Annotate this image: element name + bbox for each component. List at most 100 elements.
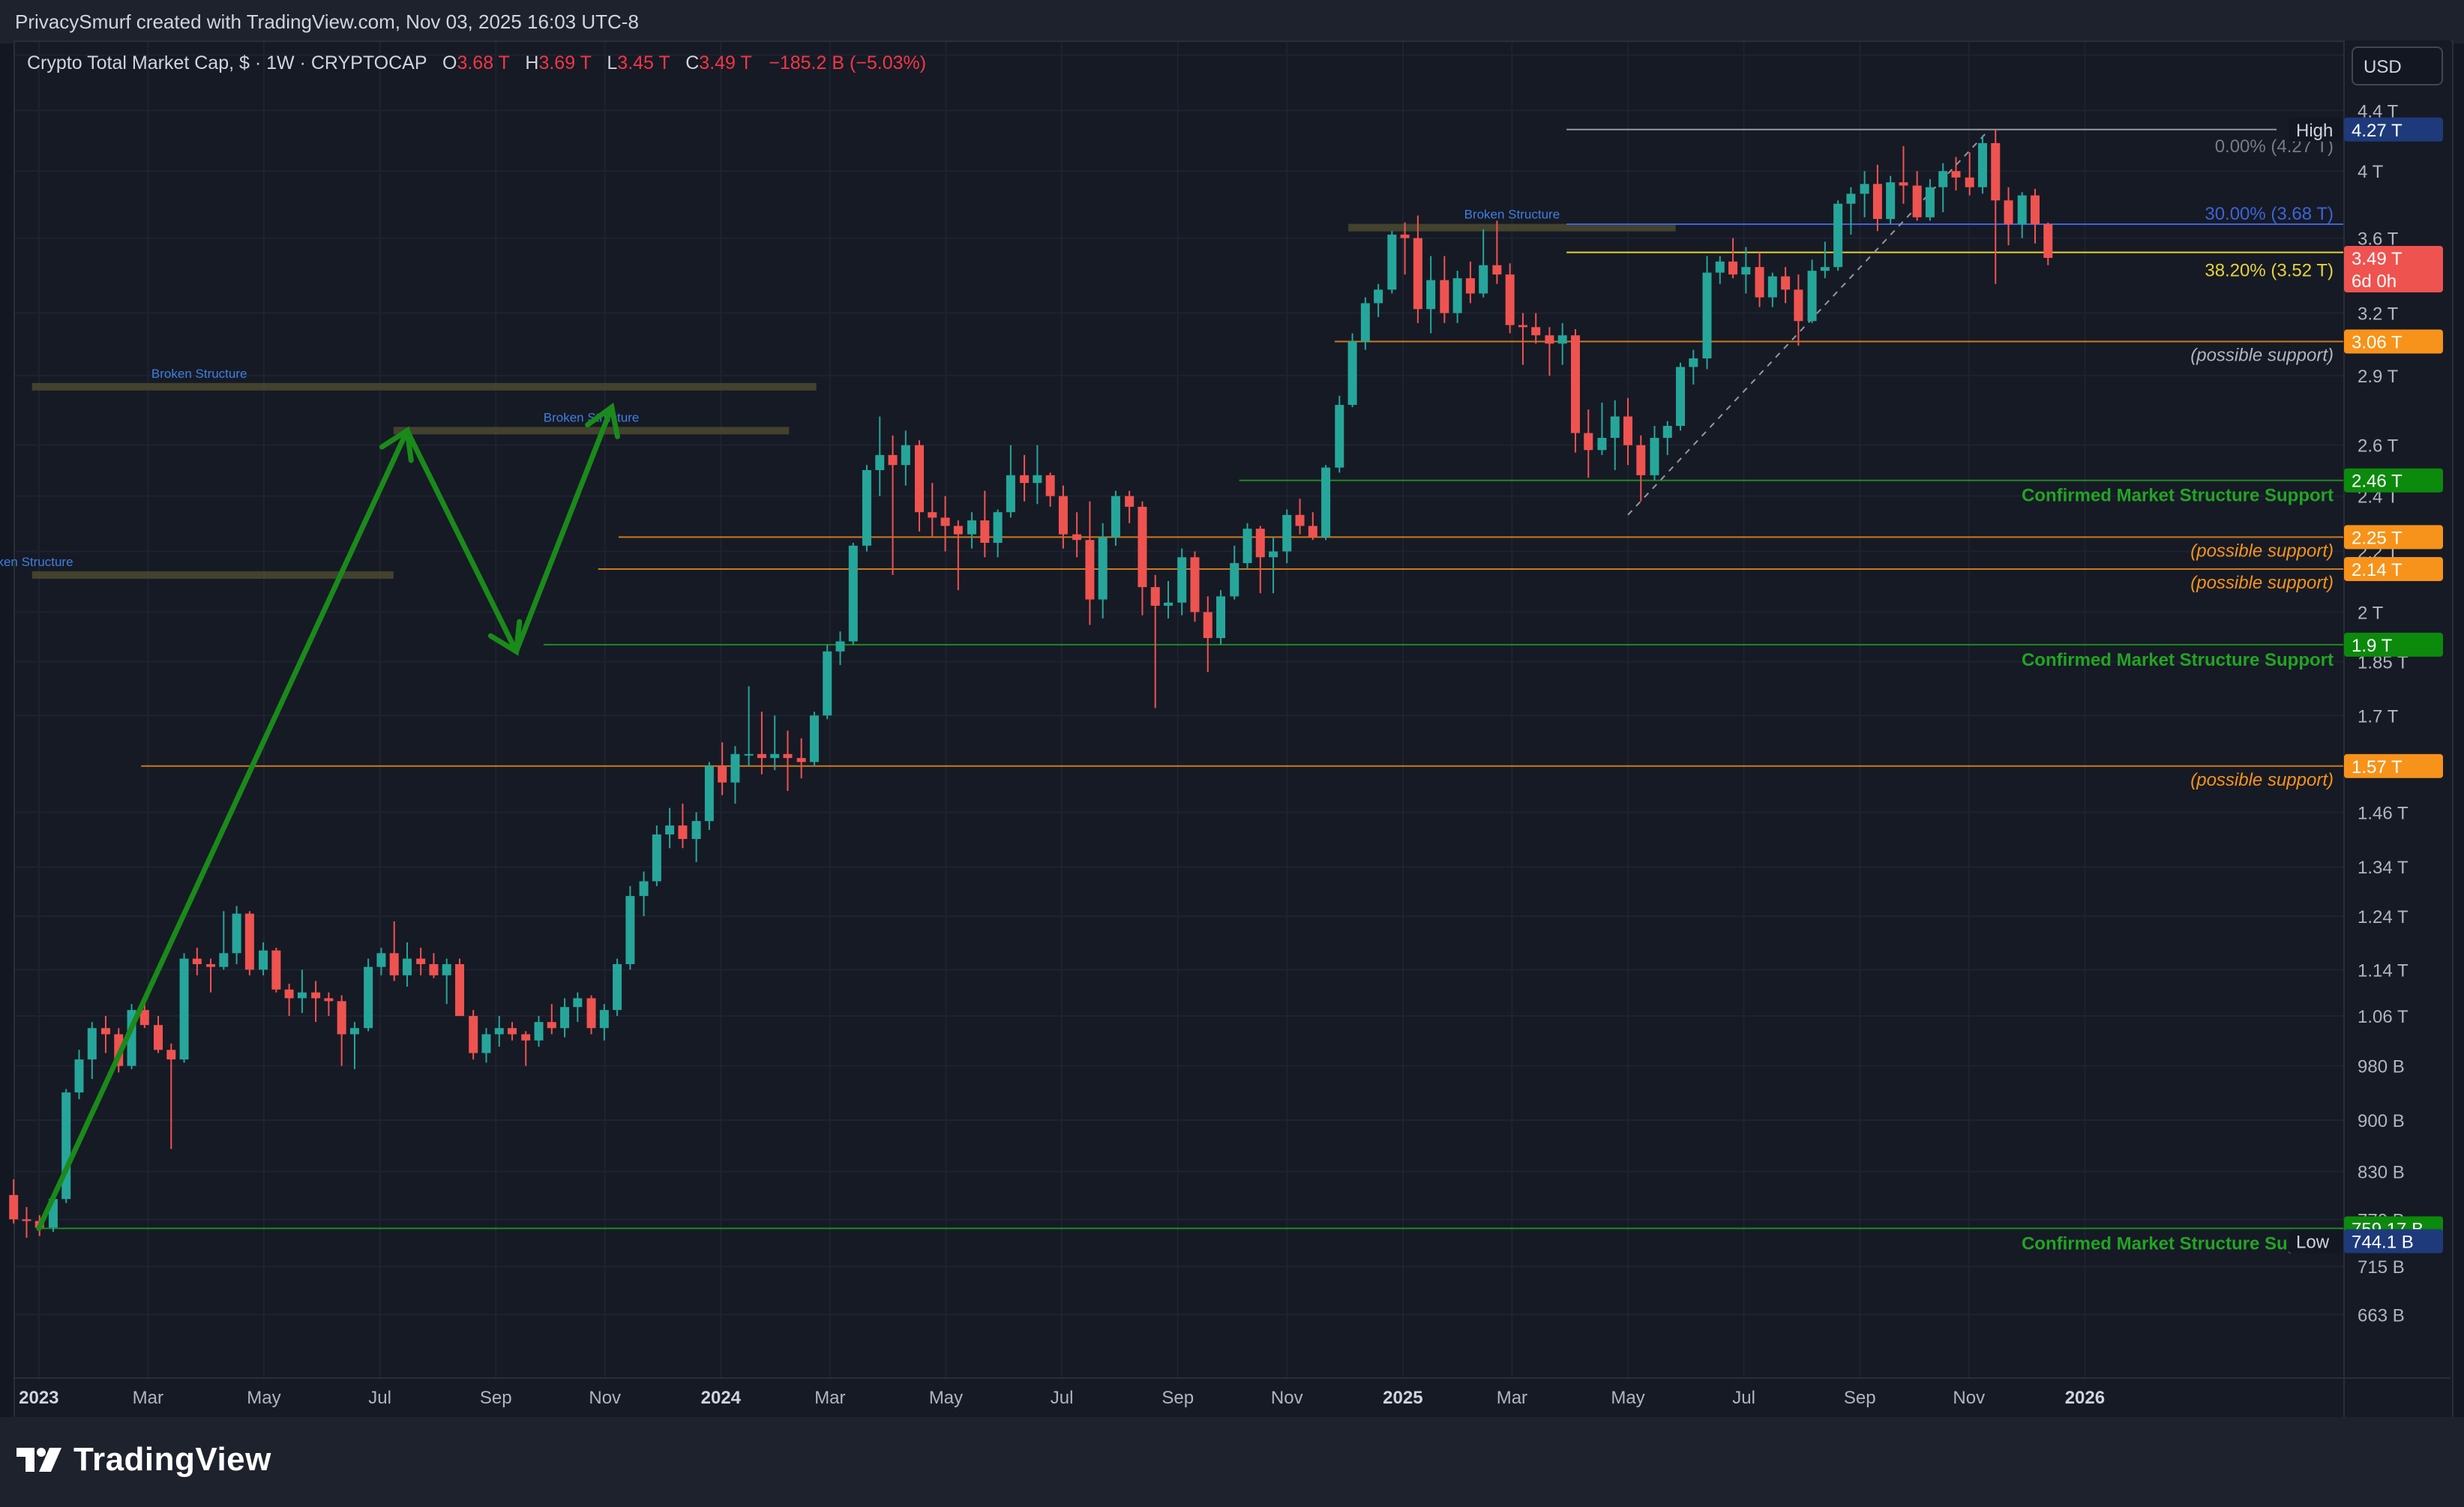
candle-body [1072, 534, 1082, 541]
time-tick-label: Mar [1497, 1388, 1527, 1408]
candle-body [1610, 416, 1620, 439]
candle-body [1689, 358, 1698, 367]
trend-line [513, 404, 615, 655]
support-levels: (possible support) Confirmed Market Struc… [38, 340, 2344, 1254]
price-tick-label: 1.34 T [2358, 858, 2409, 878]
support-label: (possible support) [2190, 770, 2334, 790]
time-tick-label: Sep [480, 1388, 512, 1408]
time-tick-label: Nov [1271, 1388, 1303, 1408]
candle-body [1636, 445, 1646, 475]
price-tick-label: 2.6 T [2358, 436, 2399, 457]
tradingview-brand[interactable]: TradingView [16, 1441, 271, 1479]
time-tick-label: Sep [1844, 1388, 1876, 1408]
price-label-box [2344, 117, 2443, 142]
candle-body [1820, 267, 1830, 271]
candle-body [1452, 278, 1462, 313]
candle-body [1387, 234, 1397, 290]
chart-frame[interactable] [13, 40, 2454, 1420]
price-label-countdown: 6d 0h [2352, 271, 2397, 292]
candle-body [1255, 529, 1265, 558]
candle-body [1872, 184, 1882, 220]
candle-body [1794, 289, 1803, 322]
candle-body [835, 641, 845, 652]
price-tick-label: 4 T [2358, 162, 2384, 182]
candle-body [2017, 195, 2027, 224]
currency-button[interactable]: USD [2352, 46, 2443, 85]
price-label-text: 2.14 T [2352, 560, 2403, 580]
symbol-legend: Crypto Total Market Cap, $ · 1W · CRYPTO… [27, 52, 926, 74]
price-tick-label: 2 T [2358, 603, 2384, 623]
candle-body [1912, 185, 1922, 217]
candle-body [1020, 475, 1030, 484]
candle-body [730, 754, 740, 783]
close-key: C [685, 52, 700, 73]
price-tick-label: 1.14 T [2358, 960, 2409, 981]
candle-body [1938, 171, 1948, 187]
candle-body [469, 1016, 478, 1053]
candle-body [1098, 537, 1108, 600]
time-tick-label: Sep [1162, 1388, 1194, 1408]
candle-body [2030, 195, 2040, 224]
price-label-text: 2.25 T [2352, 528, 2403, 548]
candle-body [1138, 506, 1147, 588]
candlesticks [9, 129, 2053, 1238]
candle-body [809, 715, 819, 762]
trend-arrowhead [379, 426, 414, 463]
high-value: 3.69 T [538, 52, 592, 73]
broken-structure-band [31, 382, 817, 391]
candle-body [1531, 327, 1541, 336]
low-key: L [607, 52, 618, 73]
price-tick-label: 900 B [2358, 1111, 2405, 1131]
candle-body [1886, 182, 1896, 220]
candle-body [100, 1028, 110, 1035]
candle-body [1465, 278, 1475, 294]
price-tick-label: 1.24 T [2358, 907, 2409, 927]
candle-body [796, 758, 806, 762]
candle-body [1216, 596, 1226, 639]
candle-body [2004, 200, 2013, 224]
price-label-box [2344, 468, 2443, 493]
fib-label: 38.20% (3.52 T) [2205, 261, 2334, 281]
price-label-text: 2.46 T [2352, 472, 2403, 492]
candle-body [1846, 193, 1856, 204]
trend-line [404, 427, 519, 655]
candle-body [2043, 223, 2053, 258]
open-value: 3.68 T [457, 52, 510, 73]
candle-body [1282, 514, 1292, 552]
candle-body [704, 765, 714, 822]
trend-arrows [36, 402, 620, 1232]
candle-body [1347, 341, 1357, 406]
candle-body [1111, 496, 1120, 538]
candle-body [1269, 551, 1278, 558]
price-tick-label: 715 B [2358, 1257, 2405, 1278]
candle-body [848, 545, 858, 642]
candle-body [271, 950, 281, 990]
support-label: Confirmed Market Structure Support [2022, 486, 2334, 506]
candle-body [665, 825, 675, 834]
candle-body [1728, 261, 1738, 275]
candle-body [691, 821, 701, 840]
price-label-text: 744.1 B [2352, 1232, 2414, 1252]
candle-body [259, 950, 268, 970]
candle-body [494, 1028, 504, 1035]
candle-body [1781, 276, 1791, 290]
price-labels: 4.27 T High 3.49 T6d 0h 3.06 T 2.46 T 2.25 T 2… [2289, 117, 2443, 1254]
price-tick-label: 1.06 T [2358, 1007, 2409, 1027]
candle-body [297, 992, 307, 999]
candle-body [1150, 587, 1160, 606]
trend-arrowhead [585, 402, 620, 439]
candle-body [875, 454, 885, 471]
candle-body [1308, 526, 1317, 538]
candle-body [389, 953, 399, 975]
candle-body [1584, 433, 1593, 451]
candle-body [139, 1010, 149, 1026]
support-label: (possible support) [2190, 541, 2334, 561]
price-tag-text: Low [2296, 1232, 2330, 1252]
candle-body [1518, 325, 1527, 328]
fib-label: 30.00% (3.68 T) [2205, 204, 2334, 224]
support-label: Confirmed Market Structure Support [2022, 1233, 2334, 1254]
candle-body [166, 1050, 176, 1060]
grid-lines [15, 42, 2344, 1378]
candle-body [1597, 438, 1607, 451]
